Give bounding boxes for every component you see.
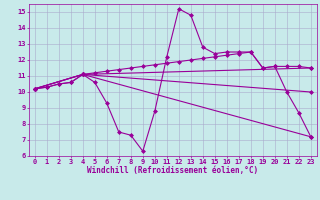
X-axis label: Windchill (Refroidissement éolien,°C): Windchill (Refroidissement éolien,°C) (87, 166, 258, 175)
